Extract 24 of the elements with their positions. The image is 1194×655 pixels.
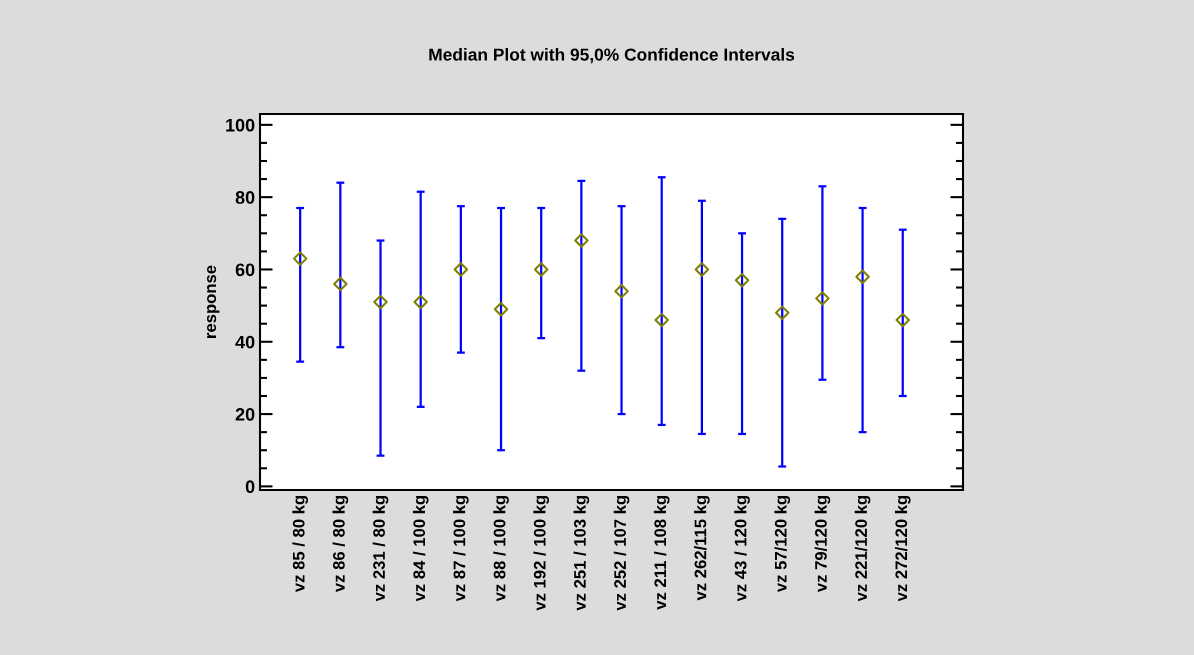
x-tick-label: vz 231 / 80 kg xyxy=(372,495,389,602)
y-tick-label: 60 xyxy=(235,263,255,277)
y-tick-label: 80 xyxy=(235,191,255,204)
x-tick-label: vz 57/120 kg xyxy=(774,495,791,593)
y-tick-label: 0 xyxy=(245,480,255,494)
x-tick-label: vz 251 / 103 kg xyxy=(573,495,590,611)
x-tick-label: vz 192 / 100 kg xyxy=(533,495,549,611)
x-tick-label: vz 252 / 107 kg xyxy=(613,495,630,611)
x-tick-label: vz 43 / 120 kg xyxy=(734,495,750,602)
x-tick-label: vz 86 / 80 kg xyxy=(332,495,349,593)
x-tick-label: vz 88 / 100 kg xyxy=(493,495,509,602)
y-tick-label: 40 xyxy=(235,335,255,349)
x-tick-label: vz 272/120 kg xyxy=(894,495,911,602)
chart-title: Median Plot with 95,0% Confidence Intervals xyxy=(429,48,795,64)
x-tick-label: vz 211 / 108 kg xyxy=(653,495,670,610)
x-tick-label: vz 87 / 100 kg xyxy=(453,495,469,602)
x-tick-label: vz 79/120 kg xyxy=(814,495,831,593)
x-tick-label: vz 221/120 kg xyxy=(854,495,871,602)
y-tick-label: 100 xyxy=(226,118,255,132)
x-tick-label: vz 85 / 80 kg xyxy=(292,495,308,593)
x-tick-label: vz 84 / 100 kg xyxy=(412,495,429,602)
y-tick-label: 20 xyxy=(235,408,255,421)
y-axis-title: response xyxy=(207,265,220,338)
x-tick-label: vz 262/115 kg xyxy=(694,495,710,601)
